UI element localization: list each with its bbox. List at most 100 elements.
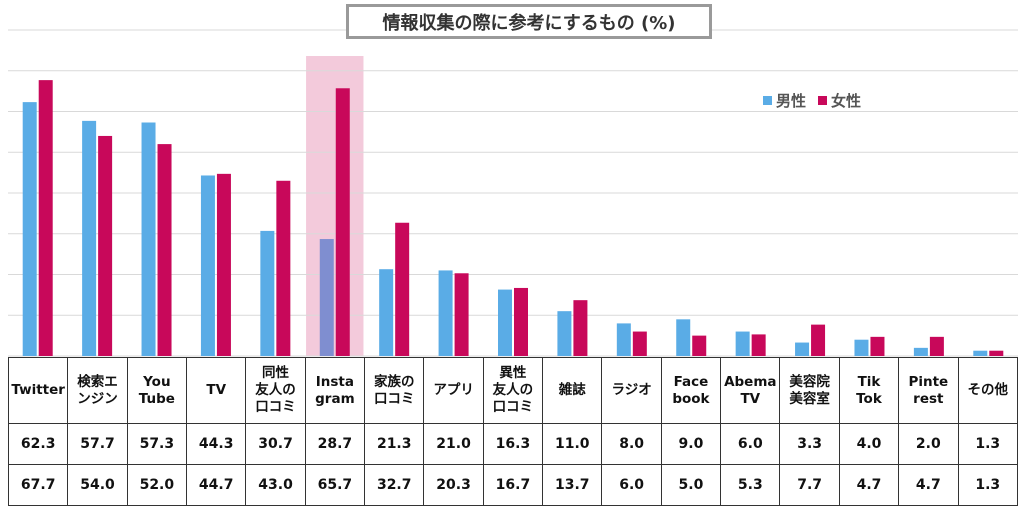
bar-male xyxy=(735,331,750,356)
value-cell-male: 16.3 xyxy=(482,423,544,465)
value-cell-male: 9.0 xyxy=(660,423,722,465)
bar-female xyxy=(395,222,410,356)
category-label: その他 xyxy=(957,357,1018,424)
category-label-line: ラジオ xyxy=(611,382,652,398)
value-cell-male: 6.0 xyxy=(720,423,781,465)
category-label-line: book xyxy=(672,390,710,407)
bar-male xyxy=(616,323,631,356)
value-cell-female: 4.7 xyxy=(898,464,959,506)
category-label: Abema TV xyxy=(720,357,781,424)
category-label-line: TV xyxy=(740,390,761,407)
legend-label-female: 女性 xyxy=(831,92,862,110)
category-label: 同性 友人の 口コミ xyxy=(245,357,306,424)
category-label-line: Twitter xyxy=(11,382,65,398)
bar-male xyxy=(795,342,810,356)
bar-female xyxy=(38,80,53,356)
bar-female xyxy=(335,88,350,357)
bar-male xyxy=(260,230,275,356)
category-label: アプリ xyxy=(423,357,484,424)
category-label: 検索エ ンジン xyxy=(67,357,128,424)
category-label: Pinte rest xyxy=(898,357,959,424)
bar-female xyxy=(454,273,469,356)
value-cell-male: 21.0 xyxy=(423,423,484,465)
bar-male xyxy=(498,289,512,356)
legend-label-male: 男性 xyxy=(776,92,807,110)
value-cell-male: 8.0 xyxy=(601,423,662,465)
bar-female xyxy=(514,287,528,356)
bar-male xyxy=(438,270,453,356)
value-cell-male: 62.3 xyxy=(7,423,69,465)
category-label-line: 異性 xyxy=(499,365,527,381)
bar-female xyxy=(98,135,113,356)
value-cell-female: 5.3 xyxy=(720,464,781,506)
category-label-line: その他 xyxy=(967,382,1009,398)
table-header-row: Twitter 検索エ ンジン You Tube TV 同性 友人の 口コミ Insta gram 家… xyxy=(7,357,1018,424)
category-label: 異性 友人の 口コミ xyxy=(482,357,544,424)
bar-female xyxy=(870,336,885,356)
category-label-line: 雑誌 xyxy=(558,382,586,398)
category-label-line: アプリ xyxy=(433,382,474,398)
category-label-line: 家族の xyxy=(373,373,415,390)
value-cell-male: 44.3 xyxy=(186,423,247,465)
bar-female xyxy=(216,173,231,356)
bar-female xyxy=(811,324,826,356)
category-label: 雑誌 xyxy=(542,357,603,424)
value-cell-female: 6.0 xyxy=(601,464,662,506)
category-label-line: Tube xyxy=(138,390,175,407)
bar-female xyxy=(989,350,1004,356)
category-label: Twitter xyxy=(7,357,69,424)
legend-item-female: 女性 xyxy=(818,90,861,111)
category-label-line: 検索エ xyxy=(77,373,118,390)
highlight-band xyxy=(306,56,364,356)
value-cell-male: 3.3 xyxy=(779,423,840,465)
category-label-line: 口コミ xyxy=(255,399,296,415)
table-row-female: 67.7 54.0 52.0 44.7 43.0 65.7 32.7 20.3 16.7 13.7… xyxy=(7,464,1018,506)
category-label: ラジオ xyxy=(601,357,662,424)
category-label-line: Abema xyxy=(724,373,777,390)
value-cell-male: 11.0 xyxy=(542,423,603,465)
value-cell-female: 1.3 xyxy=(957,464,1018,506)
bar-male xyxy=(913,347,928,356)
chart-title: 情報収集の際に参考にするもの (%) xyxy=(346,4,712,39)
category-label-line: 友人の xyxy=(255,382,296,398)
category-label-line: Tik xyxy=(857,373,881,390)
bar-male xyxy=(557,311,572,356)
category-label: TV xyxy=(186,357,247,424)
table-row-male: 62.3 57.7 57.3 44.3 30.7 28.7 21.3 21.0 16.3 11.0… xyxy=(7,423,1018,465)
value-cell-female: 43.0 xyxy=(245,464,306,506)
category-label-line: Insta xyxy=(315,373,354,390)
value-cell-male: 30.7 xyxy=(245,423,306,465)
legend-item-male: 男性 xyxy=(763,90,806,111)
bar-male xyxy=(141,122,156,356)
category-label-line: You xyxy=(143,373,171,390)
data-table: Twitter 検索エ ンジン You Tube TV 同性 友人の 口コミ Insta gram 家… xyxy=(7,357,1018,506)
category-label-line: ンジン xyxy=(77,390,118,407)
value-cell-female: 44.7 xyxy=(186,464,247,506)
value-cell-female: 16.7 xyxy=(482,464,544,506)
value-cell-female: 65.7 xyxy=(304,464,366,506)
bar-male xyxy=(379,269,394,356)
value-cell-female: 7.7 xyxy=(779,464,840,506)
bar-female xyxy=(929,336,944,356)
value-cell-male: 57.3 xyxy=(126,423,188,465)
bar-female xyxy=(632,331,647,356)
bar-female xyxy=(157,144,172,356)
bar-female xyxy=(751,334,766,356)
category-label-line: Pinte xyxy=(908,373,949,390)
bar-female xyxy=(276,180,291,356)
category-label-line: 口コミ xyxy=(492,399,534,415)
category-label-line: Face xyxy=(673,373,709,390)
category-label-line: 同性 xyxy=(262,365,290,381)
category-label: You Tube xyxy=(126,357,188,424)
bar-female xyxy=(692,335,707,356)
value-cell-male: 4.0 xyxy=(838,423,900,465)
value-cell-female: 32.7 xyxy=(364,464,425,506)
category-label-line: gram xyxy=(315,390,355,407)
legend-swatch-female xyxy=(818,96,828,105)
bar-female xyxy=(573,300,588,356)
category-label-line: rest xyxy=(913,390,944,407)
value-cell-female: 20.3 xyxy=(423,464,484,506)
value-cell-female: 4.7 xyxy=(838,464,900,506)
value-cell-male: 1.3 xyxy=(957,423,1018,465)
category-label: Face book xyxy=(660,357,722,424)
